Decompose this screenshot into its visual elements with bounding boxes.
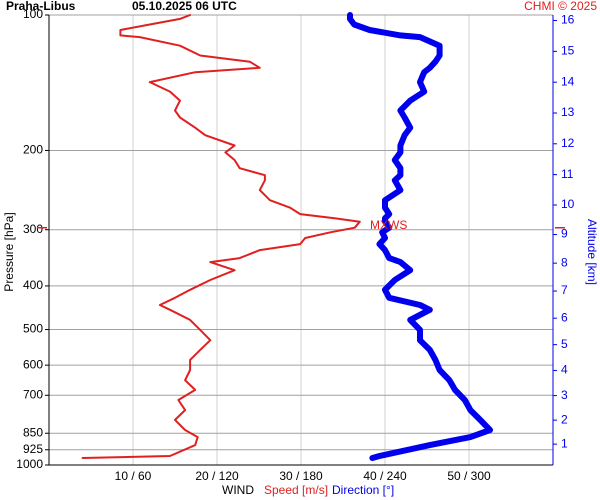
y2-tick-label: 14 [561, 74, 575, 88]
y-tick-label: 700 [23, 387, 43, 401]
y-tick-label: 600 [23, 357, 43, 371]
series-line [81, 14, 361, 459]
y-tick-label: 400 [23, 278, 43, 292]
y2-tick-label: 6 [561, 310, 568, 324]
x-axis-label-speed: Speed [m/s] [264, 483, 328, 497]
y-tick-label: 100 [23, 7, 43, 21]
x-tick-label: 20 / 120 [195, 469, 239, 483]
y2-tick-label: 15 [561, 44, 575, 58]
chart-title: Praha-Libus [6, 0, 76, 13]
y-tick-label: 1000 [16, 457, 43, 471]
y-tick-label: 300 [23, 222, 43, 236]
y2-tick-label: 3 [561, 388, 568, 402]
y2-tick-label: 1 [561, 436, 568, 450]
y2-tick-label: 2 [561, 412, 568, 426]
y-tick-label: 850 [23, 425, 43, 439]
credit: CHMI © 2025 [524, 0, 597, 13]
y2-tick-label: 11 [561, 167, 574, 181]
y2-tick-label: 10 [561, 197, 575, 211]
y-axis-label: Pressure [hPa] [2, 212, 16, 291]
y2-tick-label: 12 [561, 136, 575, 150]
y2-tick-label: 8 [561, 255, 568, 269]
x-tick-label: 40 / 240 [363, 469, 407, 483]
y2-tick-label: 4 [561, 363, 568, 377]
y2-tick-label: 16 [561, 13, 575, 27]
annotation: MXWS [370, 218, 407, 232]
y2-axis-label: Altitude [km] [585, 219, 599, 285]
x-tick-label: 50 / 300 [447, 469, 491, 483]
x-axis-label-direction: Direction [°] [332, 483, 394, 497]
y2-tick-label: 9 [561, 227, 568, 241]
chart-subtitle: 05.10.2025 06 UTC [132, 0, 237, 13]
y-tick-label: 925 [23, 442, 43, 456]
y2-tick-label: 7 [561, 283, 568, 297]
x-axis-label: WIND [222, 483, 254, 497]
y-tick-label: 500 [23, 322, 43, 336]
y-tick-label: 200 [23, 143, 43, 157]
y2-tick-label: 13 [561, 105, 575, 119]
y2-tick-label: 5 [561, 337, 568, 351]
x-tick-label: 30 / 180 [279, 469, 323, 483]
series-line [347, 12, 493, 461]
x-tick-label: 10 / 60 [115, 469, 152, 483]
